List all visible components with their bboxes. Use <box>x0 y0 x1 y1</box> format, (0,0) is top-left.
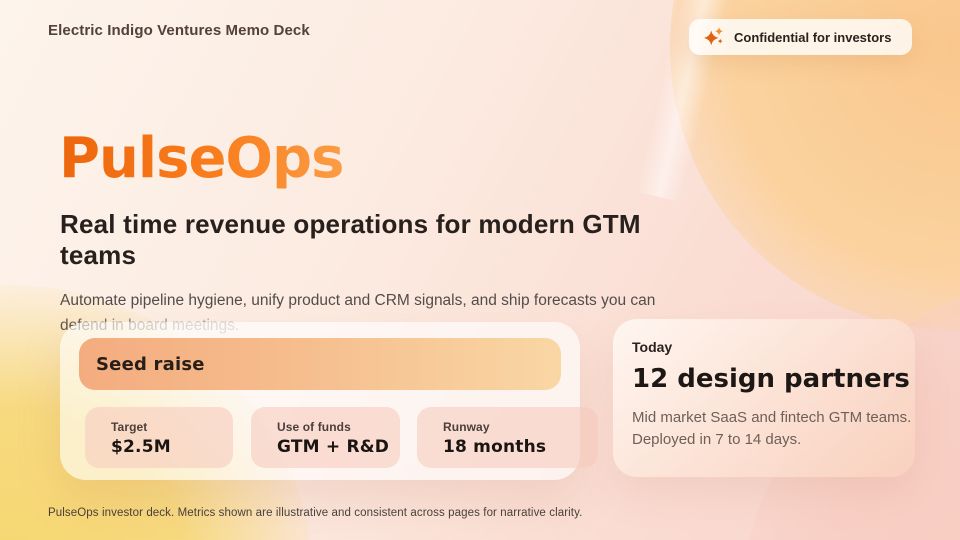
today-description-line1: Mid market SaaS and fintech GTM teams. <box>632 409 912 426</box>
today-eyebrow: Today <box>632 339 673 355</box>
stat-label: Use of funds <box>277 420 351 434</box>
brand-title: PulseOps <box>59 126 344 191</box>
today-headline: 12 design partners <box>632 364 910 394</box>
stat-label: Target <box>111 420 148 434</box>
deck-title: Electric Indigo Ventures Memo Deck <box>48 22 310 39</box>
stat-card-use-of-funds: Use of funds GTM + R&D <box>251 407 400 468</box>
seed-raise-banner: Seed raise <box>79 338 561 390</box>
hero-headline: Real time revenue operations for modern … <box>60 209 641 271</box>
hero-description-line1: Automate pipeline hygiene, unify product… <box>60 292 656 309</box>
hero-headline-line1: Real time revenue operations for modern … <box>60 209 641 239</box>
today-description: Mid market SaaS and fintech GTM teams. D… <box>632 407 915 450</box>
stat-card-runway: Runway 18 months <box>417 407 598 468</box>
stat-value: 18 months <box>443 437 547 457</box>
confidential-badge-label: Confidential for investors <box>734 29 892 45</box>
today-description-line2: Deployed in 7 to 14 days. <box>632 430 802 448</box>
sparkles-icon <box>703 26 725 48</box>
today-card: Today 12 design partners Mid market SaaS… <box>613 319 915 477</box>
stat-value: $2.5M <box>111 437 171 457</box>
footer-note: PulseOps investor deck. Metrics shown ar… <box>48 507 583 519</box>
seed-raise-card: Seed raise Target $2.5M Use of funds GTM… <box>60 322 598 480</box>
stat-card-target: Target $2.5M <box>85 407 233 468</box>
seed-raise-title: Seed raise <box>96 353 205 375</box>
stat-label: Runway <box>443 420 490 434</box>
confidential-badge: Confidential for investors <box>689 19 912 55</box>
stat-value: GTM + R&D <box>277 437 390 457</box>
hero-headline-line2: teams <box>60 240 137 270</box>
